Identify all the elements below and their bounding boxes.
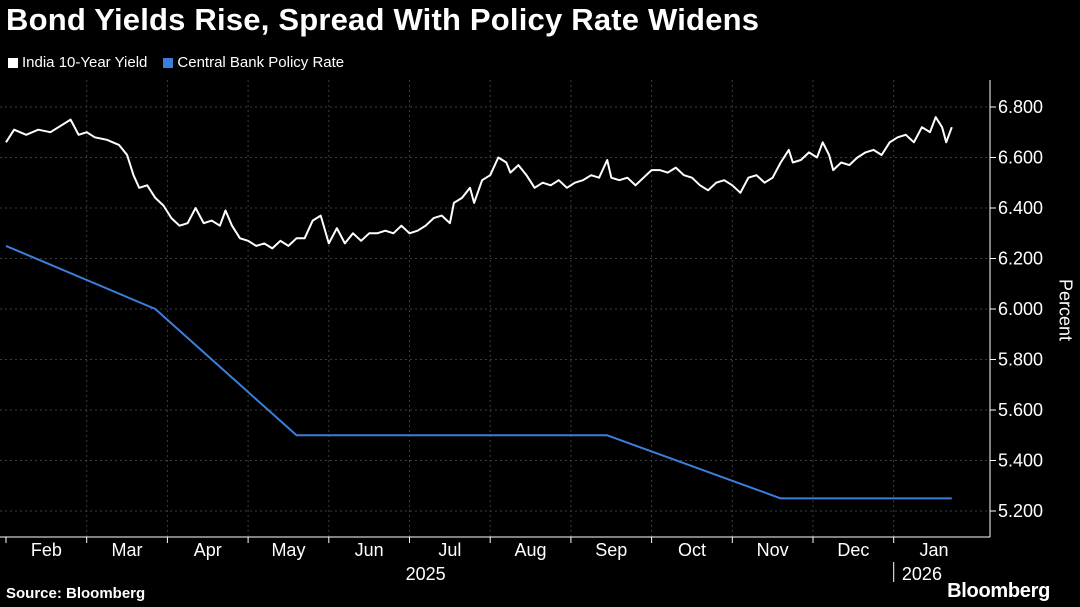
y-tick-label: 6.200: [998, 249, 1043, 269]
legend-label-policy: Central Bank Policy Rate: [177, 54, 345, 71]
x-tick-label: Apr: [194, 540, 222, 560]
x-tick-label: Feb: [31, 540, 62, 560]
x-tick-label: May: [271, 540, 305, 560]
policy-rate-series-line: [5, 244, 952, 500]
x-tick-label: Jan: [920, 540, 949, 560]
legend-swatch-yield: [8, 57, 18, 68]
x-tick-label: Sep: [595, 540, 627, 560]
chart-title: Bond Yields Rise, Spread With Policy Rat…: [6, 2, 760, 37]
legend-item-yield: India 10-Year Yield: [8, 54, 147, 71]
legend-label-yield: India 10-Year Yield: [22, 54, 148, 71]
legend: India 10-Year Yield Central Bank Policy …: [8, 54, 344, 71]
y-tick-label: 5.800: [998, 350, 1043, 370]
brand-logo: Bloomberg: [947, 580, 1050, 602]
x-tick-label: Aug: [515, 540, 547, 560]
y-axis-label: Percent: [1055, 278, 1076, 342]
y-tick-label: 6.800: [998, 97, 1043, 117]
x-tick-label: Dec: [837, 540, 869, 560]
legend-swatch-policy: [163, 57, 174, 68]
y-tick-label: 6.000: [998, 299, 1043, 319]
x-tick-label: Jul: [438, 540, 461, 560]
y-tick-label: 5.200: [998, 501, 1043, 521]
year-label-2026: 2026: [902, 564, 942, 584]
y-tick-label: 6.400: [998, 198, 1043, 218]
source-note: Source: Bloomberg: [6, 585, 146, 602]
y-tick-label: 5.400: [998, 451, 1043, 471]
yield-series-line: [5, 116, 953, 250]
x-tick-label: Oct: [678, 540, 706, 560]
y-tick-label: 6.600: [998, 148, 1043, 168]
y-tick-label: 5.600: [998, 400, 1043, 420]
x-tick-label: Jun: [355, 540, 384, 560]
year-label-2025: 2025: [406, 564, 446, 584]
x-tick-label: Nov: [757, 540, 789, 560]
x-tick-label: Mar: [112, 540, 143, 560]
legend-item-policy: Central Bank Policy Rate: [163, 54, 344, 71]
